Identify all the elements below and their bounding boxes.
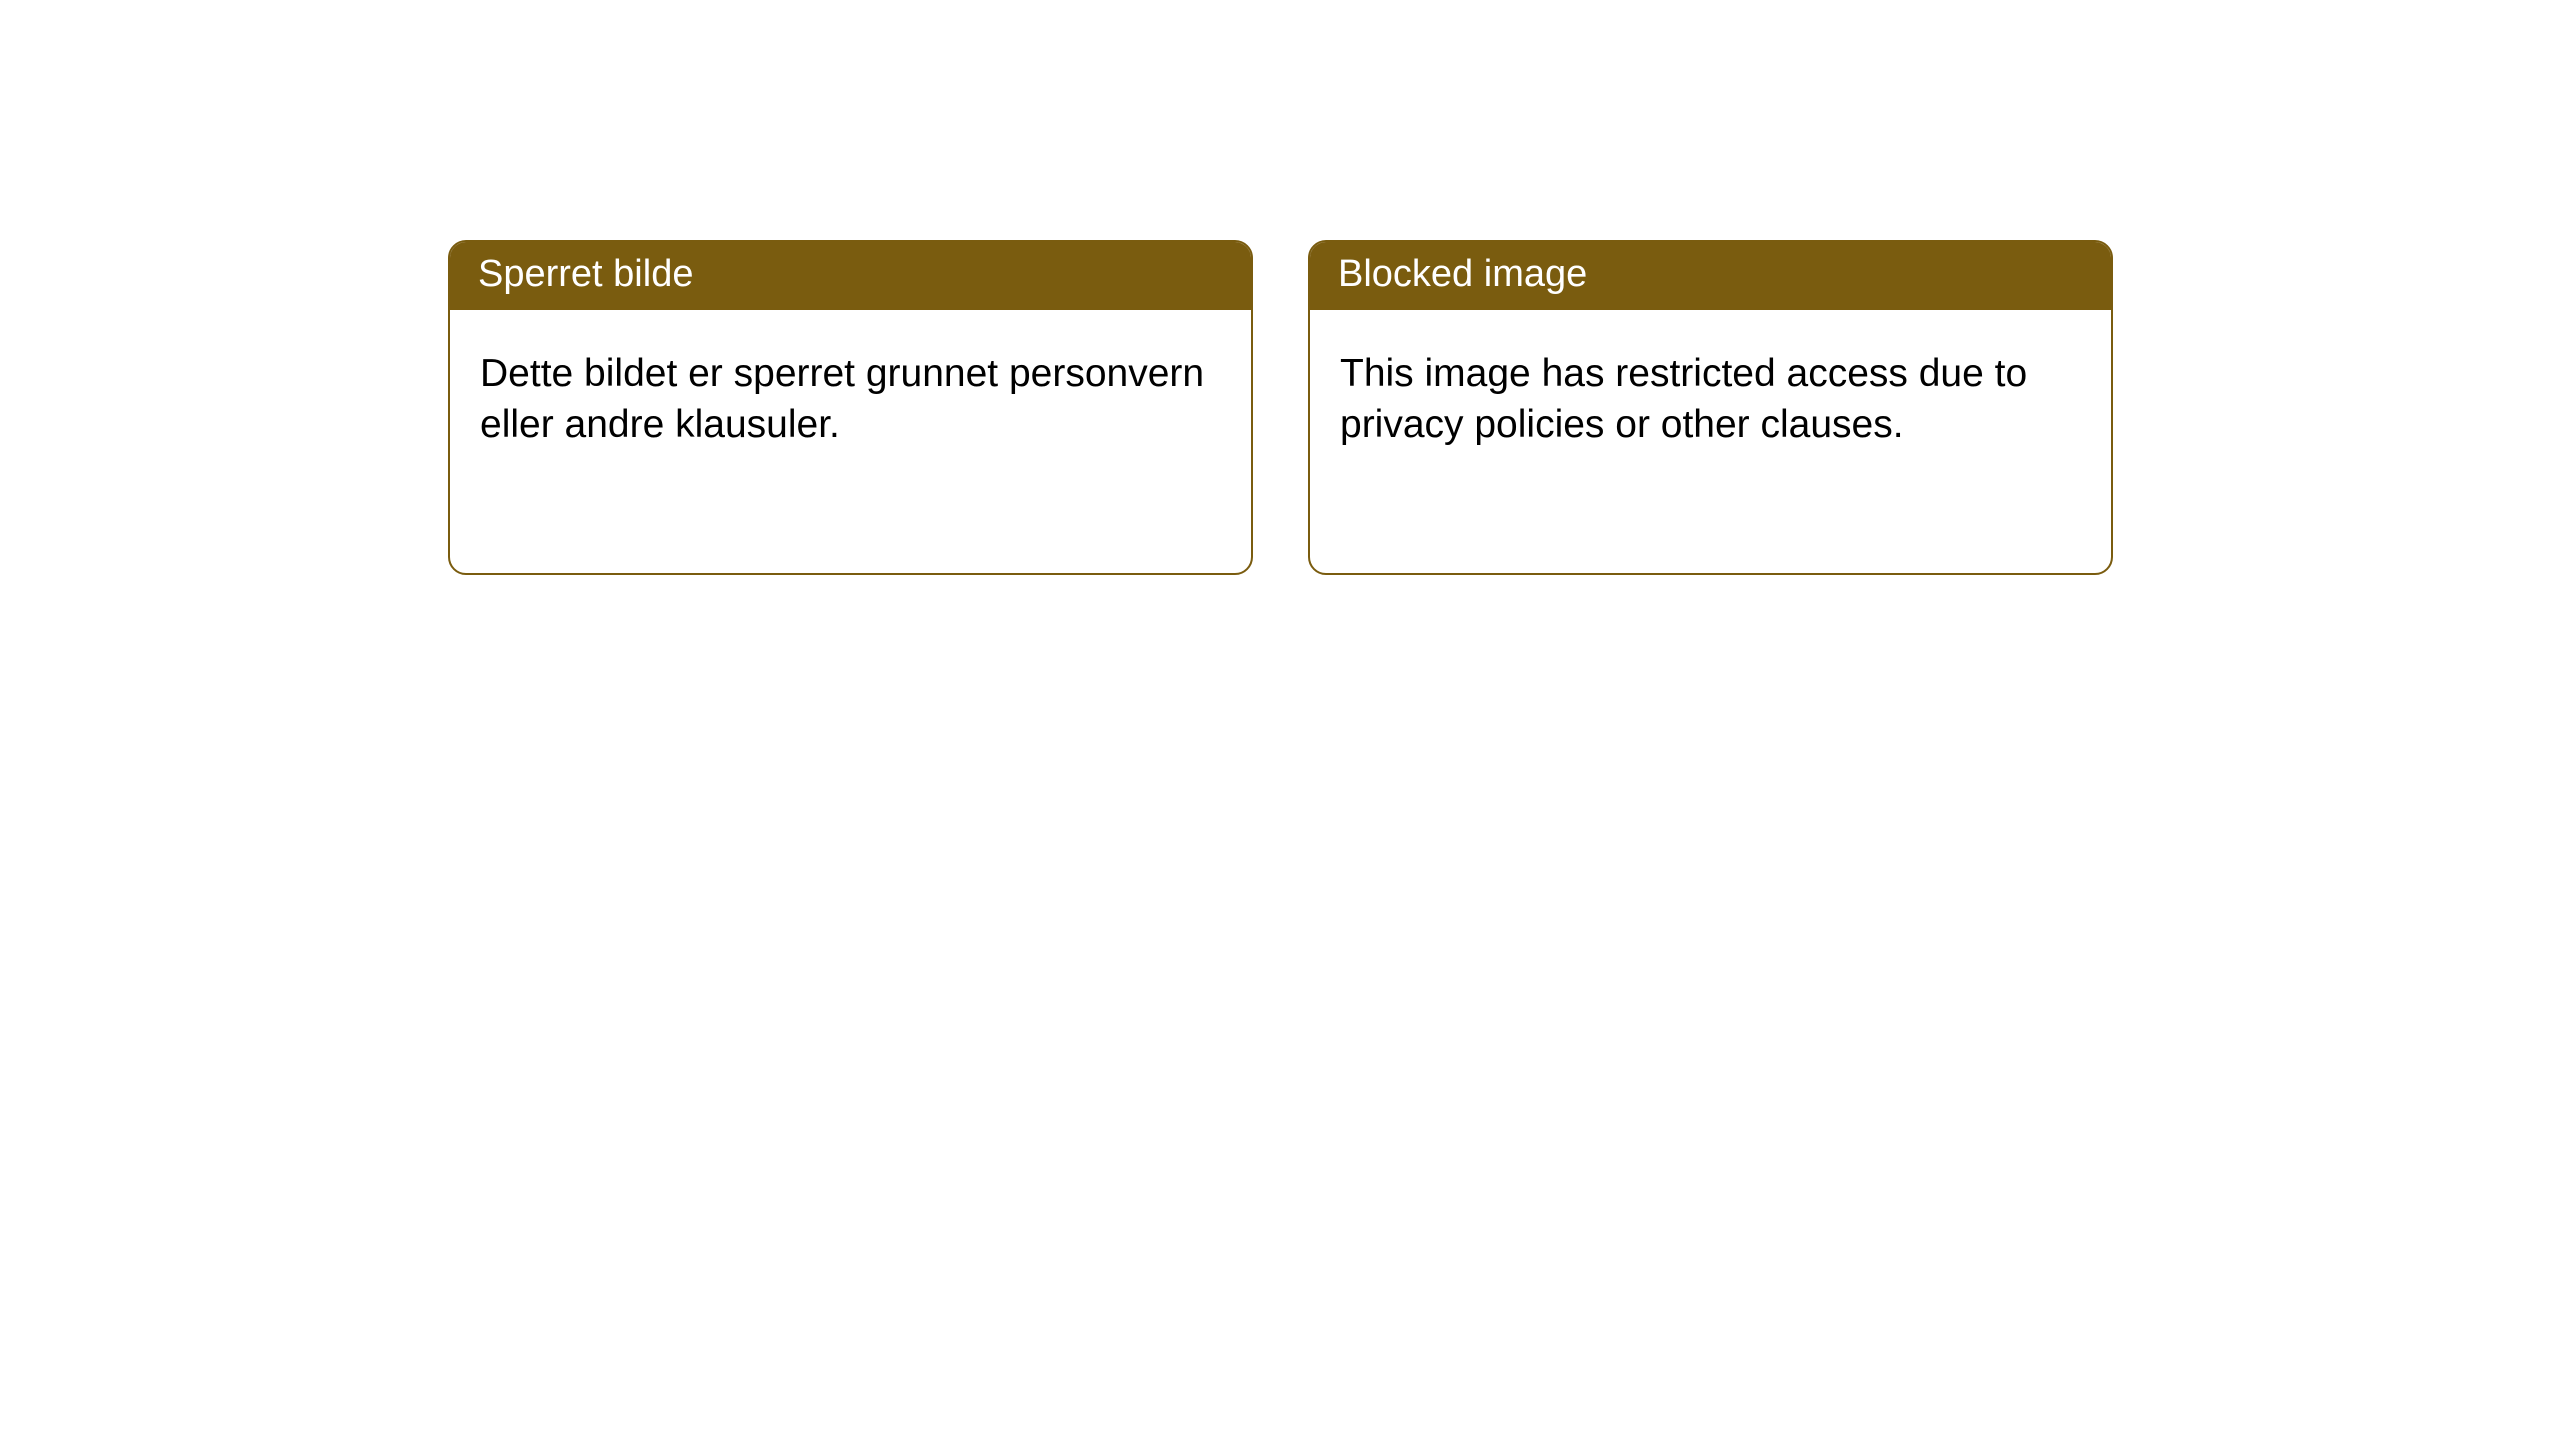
notice-title: Blocked image [1338, 253, 1587, 295]
notice-body: Dette bildet er sperret grunnet personve… [450, 310, 1251, 482]
notice-card-norwegian: Sperret bilde Dette bildet er sperret gr… [448, 240, 1253, 575]
notice-body: This image has restricted access due to … [1310, 310, 2111, 482]
notice-container: Sperret bilde Dette bildet er sperret gr… [0, 0, 2560, 575]
notice-header: Sperret bilde [450, 242, 1251, 310]
notice-message: Dette bildet er sperret grunnet personve… [480, 352, 1204, 447]
notice-message: This image has restricted access due to … [1340, 352, 2027, 447]
notice-card-english: Blocked image This image has restricted … [1308, 240, 2113, 575]
notice-title: Sperret bilde [478, 253, 693, 295]
notice-header: Blocked image [1310, 242, 2111, 310]
